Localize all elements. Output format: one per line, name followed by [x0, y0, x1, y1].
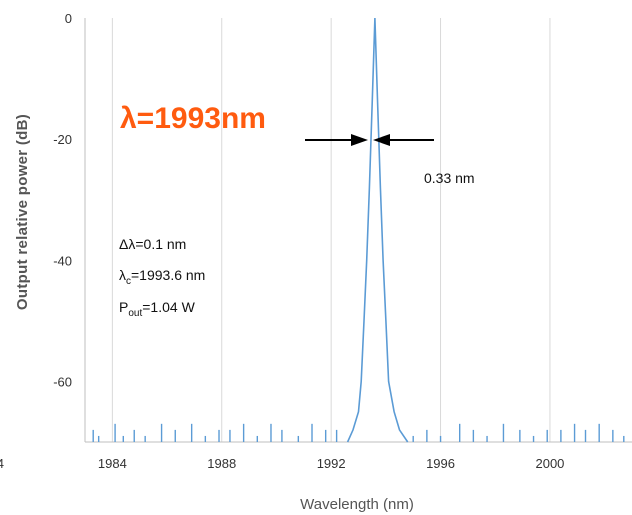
wavelength-headline: λ=1993nm: [120, 102, 266, 135]
output-power-label: Pout=1.04 W: [119, 299, 196, 319]
lambda-c-symbol: λ: [119, 267, 126, 283]
y-tick-label: -60: [53, 374, 72, 389]
lambda-c-subscript: c: [126, 276, 131, 287]
plot-background: [85, 18, 632, 442]
x-axis-title: Wavelength (nm): [300, 496, 414, 513]
x-tick-label: 1988: [207, 456, 236, 471]
p-out-value: =1.04 W: [142, 299, 195, 315]
center-wavelength-label: λc=1993.6 nm: [119, 267, 205, 287]
lambda-c-value: =1993.6 nm: [131, 267, 205, 283]
fwhm-right-arrowhead: [373, 134, 390, 146]
x-tick-label: 1992: [317, 456, 346, 471]
fwhm-arrows: [305, 134, 434, 146]
y-tick-label: 0: [65, 11, 72, 26]
vertical-gridlines: [111, 18, 551, 442]
fwhm-label: 0.33 nm: [424, 170, 475, 186]
x-tick-label: 2000: [535, 456, 564, 471]
clipped-tick-label: 4: [0, 456, 4, 471]
x-tick-label: 1996: [426, 456, 455, 471]
x-axis-tick-labels: 1984 1988 1992 1996 2000: [98, 456, 565, 471]
p-out-symbol: P: [119, 299, 128, 315]
x-tick-label: 1984: [98, 456, 127, 471]
y-axis-title: Output relative power (dB): [14, 114, 31, 310]
y-axis-tick-labels: 0 -20 -40 -60: [53, 11, 72, 389]
delta-lambda-label: Δλ=0.1 nm: [119, 236, 186, 252]
fwhm-left-arrowhead: [351, 134, 368, 146]
y-tick-label: -20: [53, 132, 72, 147]
p-out-subscript: out: [128, 308, 142, 319]
spectrum-series-line: [346, 17, 409, 443]
noise-floor-spikes: [92, 423, 625, 442]
y-tick-label: -40: [53, 253, 72, 268]
